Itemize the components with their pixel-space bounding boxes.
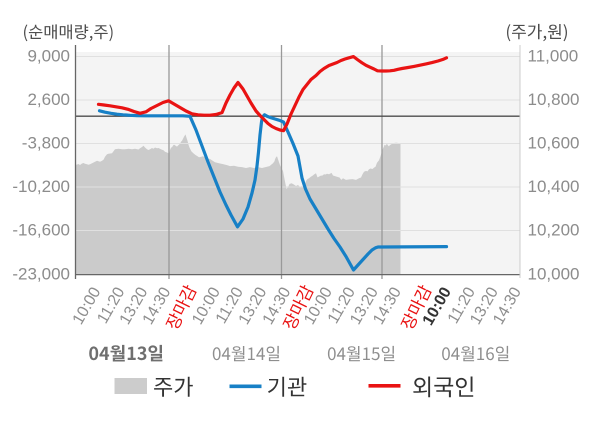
svg-text:10,000: 10,000: [528, 264, 580, 283]
svg-text:-23,000: -23,000: [12, 264, 70, 283]
svg-text:9,000: 9,000: [27, 47, 70, 66]
svg-text:10,800: 10,800: [528, 90, 580, 109]
svg-text:10,600: 10,600: [528, 134, 580, 153]
svg-text:-16,600: -16,600: [12, 221, 70, 240]
svg-text:2,600: 2,600: [27, 90, 70, 109]
svg-text:10,400: 10,400: [528, 177, 580, 196]
svg-text:-10,200: -10,200: [12, 177, 70, 196]
svg-text:11,000: 11,000: [528, 47, 579, 66]
svg-text:10,200: 10,200: [528, 221, 580, 240]
svg-text:-3,800: -3,800: [22, 134, 70, 153]
